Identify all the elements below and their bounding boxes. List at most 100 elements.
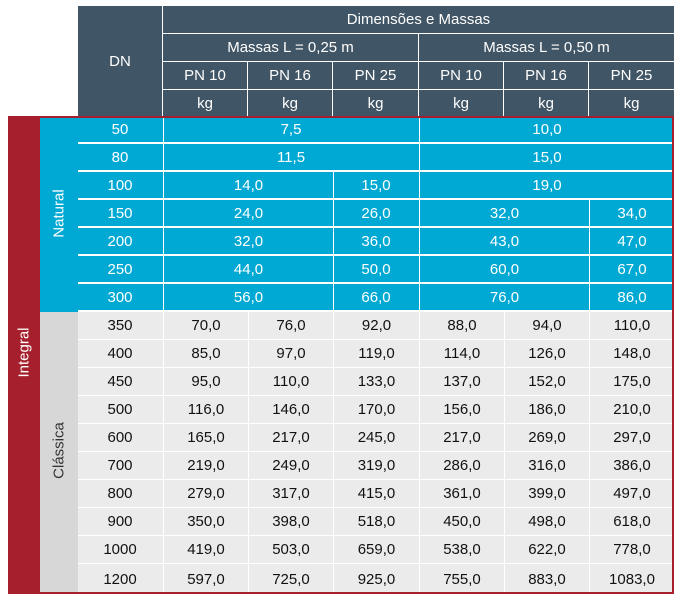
mass-cell: 126,0 xyxy=(504,340,589,367)
table-row: 900 350,0 398,0 518,0 450,0 498,0 618,0 xyxy=(78,508,674,536)
mass-cell: 15,0 xyxy=(419,144,674,170)
mass-cell: 350,0 xyxy=(163,508,248,535)
header-unit-cell: kg xyxy=(163,90,247,116)
mass-cell: 415,0 xyxy=(333,480,419,507)
mass-cell: 498,0 xyxy=(504,508,589,535)
mass-cell: 85,0 xyxy=(163,340,248,367)
mass-cell: 152,0 xyxy=(504,368,589,395)
mass-cell: 76,0 xyxy=(419,284,589,310)
table-row: 100 14,0 15,0 19,0 xyxy=(78,172,674,199)
mass-cell: 419,0 xyxy=(163,536,248,563)
mass-cell: 110,0 xyxy=(248,368,333,395)
mass-cell: 597,0 xyxy=(163,564,248,594)
table-row: 350 70,0 76,0 92,0 88,0 94,0 110,0 xyxy=(78,312,674,340)
dn-cell: 350 xyxy=(107,317,133,334)
dn-cell: 400 xyxy=(107,345,133,362)
mass-cell: 217,0 xyxy=(248,424,333,451)
mass-cell: 70,0 xyxy=(163,312,248,339)
header-pn-cell: PN 10 xyxy=(419,62,503,89)
dn-cell: 1000 xyxy=(103,541,137,558)
dn-cell: 700 xyxy=(107,457,133,474)
header-unit-label: kg xyxy=(453,94,469,112)
mass-cell: 66,0 xyxy=(333,284,418,310)
table-row: 80 11,5 15,0 xyxy=(78,144,674,171)
classica-side: Clássica xyxy=(40,312,78,594)
dn-cell: 80 xyxy=(111,148,129,166)
dn-cell: 150 xyxy=(107,204,133,222)
mass-table: DN Dimensões e Massas Massas L = 0,25 m … xyxy=(8,6,674,594)
mass-cell: 94,0 xyxy=(504,312,589,339)
table-row: 600 165,0 217,0 245,0 217,0 269,0 297,0 xyxy=(78,424,674,452)
table-body: 50 7,5 10,0 80 11,5 15,0 100 14,0 15,0 1… xyxy=(78,116,674,594)
header-pn-label: PN 25 xyxy=(354,67,397,84)
dn-cell: 200 xyxy=(107,232,133,250)
mass-cell: 56,0 xyxy=(163,284,333,310)
mass-cell: 219,0 xyxy=(163,452,248,479)
integral-side-bar: Integral xyxy=(8,116,40,594)
mass-cell: 50,0 xyxy=(333,256,418,282)
mass-cell: 26,0 xyxy=(333,200,418,226)
mass-cell: 32,0 xyxy=(419,200,589,226)
mass-cell: 24,0 xyxy=(163,200,333,226)
header-unit-cell: kg xyxy=(248,90,332,116)
dn-cell: 800 xyxy=(107,485,133,502)
mass-cell: 778,0 xyxy=(589,536,674,563)
mass-cell: 210,0 xyxy=(589,396,674,423)
header-massas-025: Massas L = 0,25 m xyxy=(163,34,418,61)
mass-cell: 361,0 xyxy=(419,480,504,507)
header-pn-label: PN 10 xyxy=(184,67,226,84)
header-pn-cell: PN 16 xyxy=(248,62,332,89)
header-massas-050: Massas L = 0,50 m xyxy=(419,34,674,61)
mass-cell: 19,0 xyxy=(419,172,674,198)
mass-cell: 146,0 xyxy=(248,396,333,423)
dn-cell: 300 xyxy=(107,288,133,306)
mass-cell: 119,0 xyxy=(333,340,419,367)
header-massas-025-label: Massas L = 0,25 m xyxy=(227,39,354,56)
mass-cell: 618,0 xyxy=(589,508,674,535)
mass-cell: 450,0 xyxy=(419,508,504,535)
mass-cell: 518,0 xyxy=(333,508,419,535)
mass-cell: 217,0 xyxy=(419,424,504,451)
mass-cell: 43,0 xyxy=(419,228,589,254)
mass-cell: 36,0 xyxy=(333,228,418,254)
header-unit-cell: kg xyxy=(589,90,674,116)
header-pn-cell: PN 10 xyxy=(163,62,247,89)
table-row: 450 95,0 110,0 133,0 137,0 152,0 175,0 xyxy=(78,368,674,396)
mass-cell: 32,0 xyxy=(163,228,333,254)
mass-cell: 97,0 xyxy=(248,340,333,367)
mass-cell: 725,0 xyxy=(248,564,333,594)
mass-cell: 165,0 xyxy=(163,424,248,451)
mass-cell: 249,0 xyxy=(248,452,333,479)
header-pn-cell: PN 25 xyxy=(589,62,674,89)
header-dimensoes-label: Dimensões e Massas xyxy=(346,11,491,28)
header-unit-label: kg xyxy=(282,94,298,112)
table-row: 300 56,0 66,0 76,0 86,0 xyxy=(78,284,674,311)
header-unit-label: kg xyxy=(623,94,640,112)
header-unit-cell: kg xyxy=(419,90,503,116)
mass-cell: 399,0 xyxy=(504,480,589,507)
mass-cell: 503,0 xyxy=(248,536,333,563)
header-pn-label: PN 25 xyxy=(610,67,653,84)
mass-cell: 88,0 xyxy=(419,312,504,339)
dn-cell: 450 xyxy=(107,373,133,390)
mass-cell: 86,0 xyxy=(589,284,674,310)
header-unit-label: kg xyxy=(367,94,384,112)
header-unit-label: kg xyxy=(197,94,213,112)
table-row: 500 116,0 146,0 170,0 156,0 186,0 210,0 xyxy=(78,396,674,424)
dn-cell: 1200 xyxy=(103,570,137,588)
mass-cell: 34,0 xyxy=(589,200,674,226)
header-pn-label: PN 10 xyxy=(440,67,482,84)
mass-cell: 497,0 xyxy=(589,480,674,507)
mass-cell: 44,0 xyxy=(163,256,333,282)
mass-cell: 15,0 xyxy=(333,172,418,198)
mass-cell: 170,0 xyxy=(333,396,419,423)
integral-label: Integral xyxy=(15,327,33,378)
mass-cell: 133,0 xyxy=(333,368,419,395)
mass-cell: 1083,0 xyxy=(589,564,674,594)
classica-label: Clássica xyxy=(50,422,68,479)
dn-cell: 500 xyxy=(107,401,133,418)
table-row: 150 24,0 26,0 32,0 34,0 xyxy=(78,200,674,227)
table-row: 1200 597,0 725,0 925,0 755,0 883,0 1083,… xyxy=(78,564,674,594)
natural-side: Natural xyxy=(40,116,78,312)
table-row: 400 85,0 97,0 119,0 114,0 126,0 148,0 xyxy=(78,340,674,368)
